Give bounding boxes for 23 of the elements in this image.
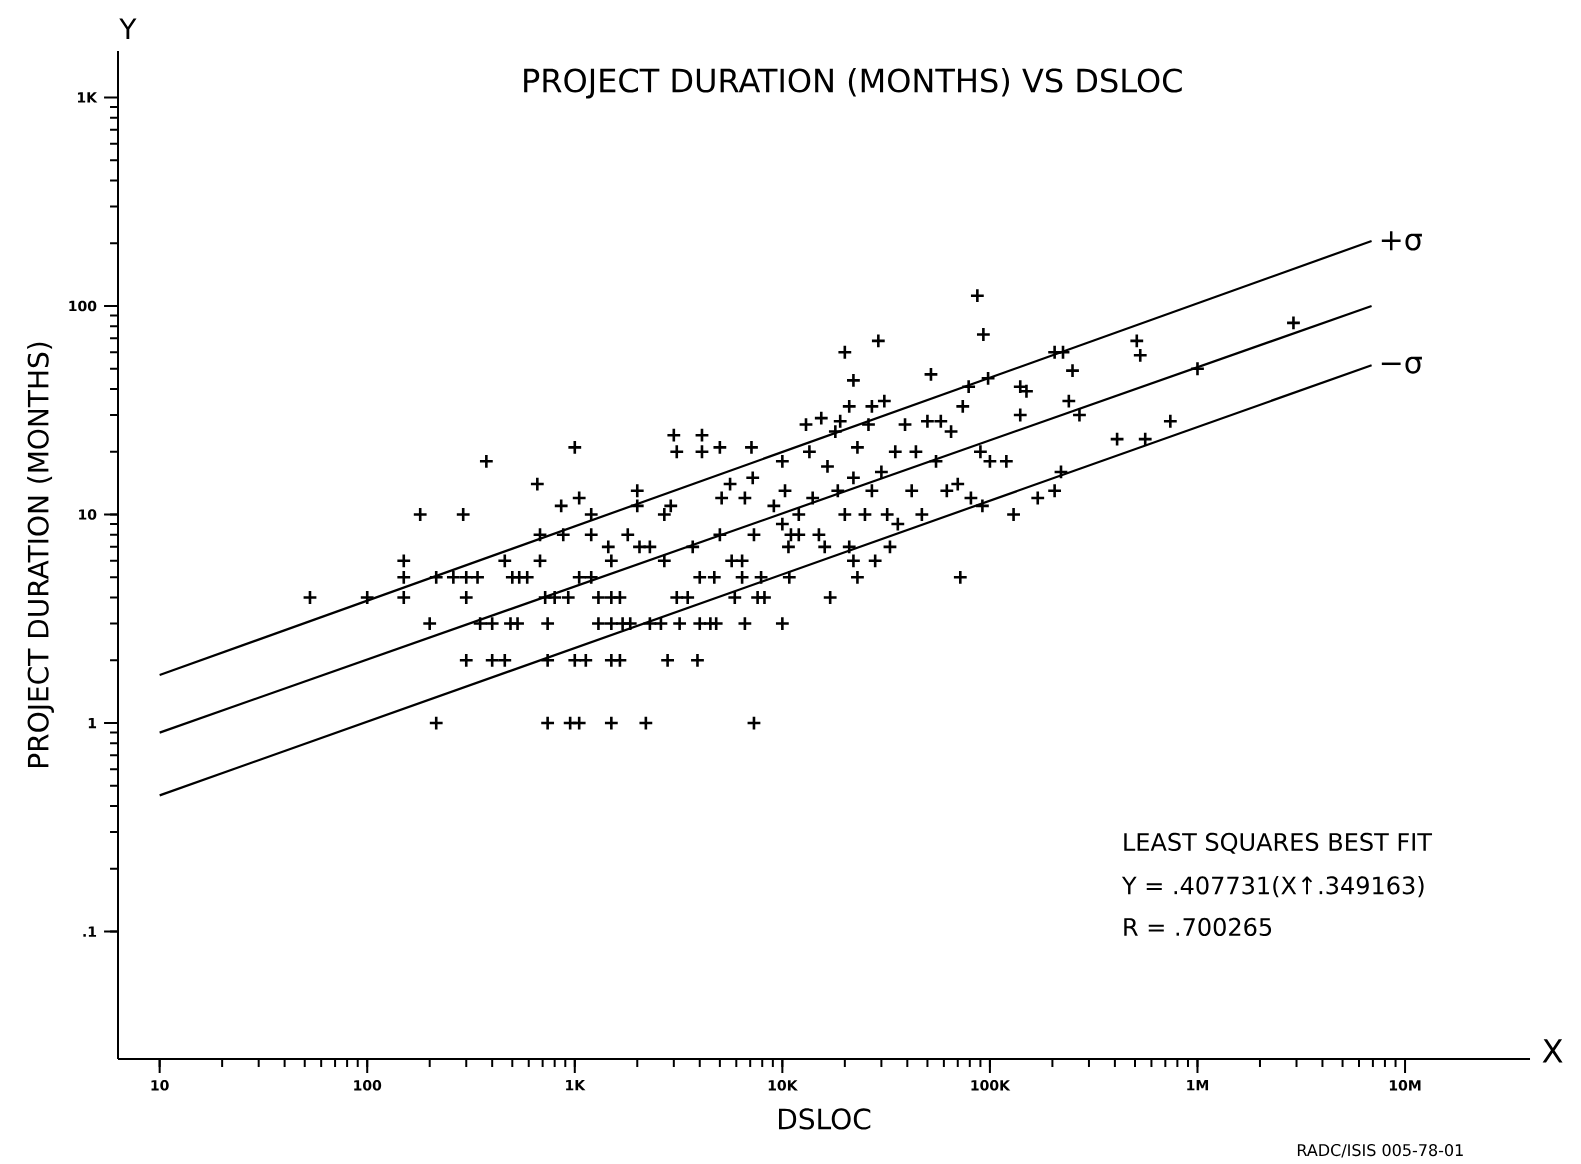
x-tick-label: 10M	[1389, 1079, 1421, 1091]
series-label: −σ	[1381, 356, 1422, 374]
text: Y	[119, 18, 137, 39]
y-axis-title: PROJECT DURATION (MONTHS)	[27, 342, 54, 767]
y-tick-label: 1	[88, 717, 97, 729]
x-axis-title: DSLOC	[779, 1108, 871, 1130]
annotation: R = .700265	[1124, 917, 1272, 936]
y-tick-label: 10	[79, 509, 97, 520]
text: PROJECT DURATION (MONTHS) VS DSLOC	[524, 67, 1182, 99]
y-tick-label: 100	[69, 300, 97, 312]
series-label: +σ	[1381, 231, 1422, 251]
y-tick-label: 1K	[77, 92, 98, 103]
y-tick-label: .1	[83, 926, 97, 937]
text: X	[1542, 1039, 1563, 1063]
x-tick-label: 10K	[768, 1079, 798, 1091]
x-tick-label: 1M	[1187, 1079, 1209, 1091]
x-tick-label: 100K	[971, 1079, 1011, 1091]
annotation: Y = .407731(X↑.349163)	[1121, 875, 1424, 898]
x-tick-label: 100	[354, 1079, 382, 1091]
x-tick-label: 1K	[566, 1079, 586, 1091]
annotation: LEAST SQUARES BEST FIT	[1124, 832, 1433, 854]
x-tick-label: 10	[151, 1079, 169, 1091]
text: RADC/ISIS 005-78-01	[1297, 1144, 1463, 1158]
